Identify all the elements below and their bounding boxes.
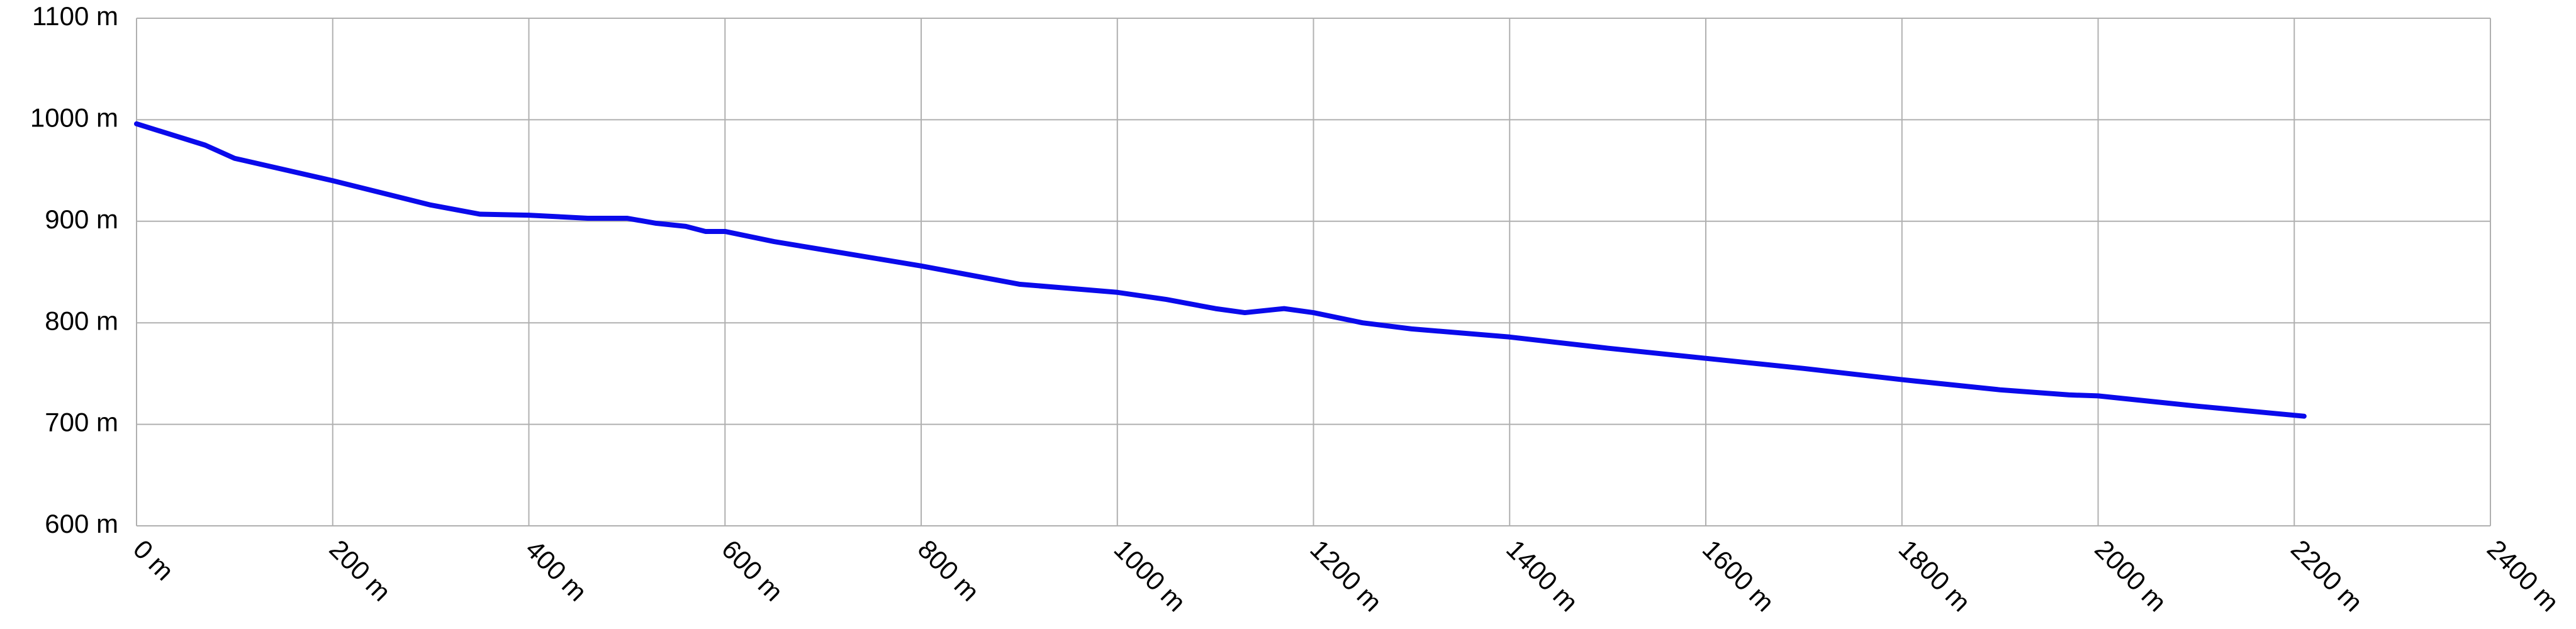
elevation-line xyxy=(134,121,2307,419)
x-tick-label: 2200 m xyxy=(2285,534,2368,617)
y-tick-label: 1000 m xyxy=(30,103,118,132)
x-tick-label: 0 m xyxy=(128,534,180,586)
x-tick-label: 2400 m xyxy=(2482,534,2565,617)
x-tick-label: 2000 m xyxy=(2089,534,2172,617)
y-tick-label: 1100 m xyxy=(32,1,118,31)
x-tick-label: 200 m xyxy=(324,534,397,607)
x-tick-label: 1400 m xyxy=(1501,534,1584,617)
x-tick-label: 800 m xyxy=(912,534,985,607)
x-tick-label: 1000 m xyxy=(1109,534,1192,617)
x-tick-label: 1600 m xyxy=(1697,534,1780,617)
y-tick-label: 600 m xyxy=(45,509,118,538)
y-tick-label: 700 m xyxy=(45,408,118,437)
x-tick-label: 1800 m xyxy=(1893,534,1976,617)
y-tick-label: 800 m xyxy=(45,306,118,335)
x-tick-label: 1200 m xyxy=(1304,534,1387,617)
x-tick-label: 400 m xyxy=(520,534,593,607)
y-tick-label: 900 m xyxy=(45,204,118,234)
x-tick-label: 600 m xyxy=(716,534,789,607)
